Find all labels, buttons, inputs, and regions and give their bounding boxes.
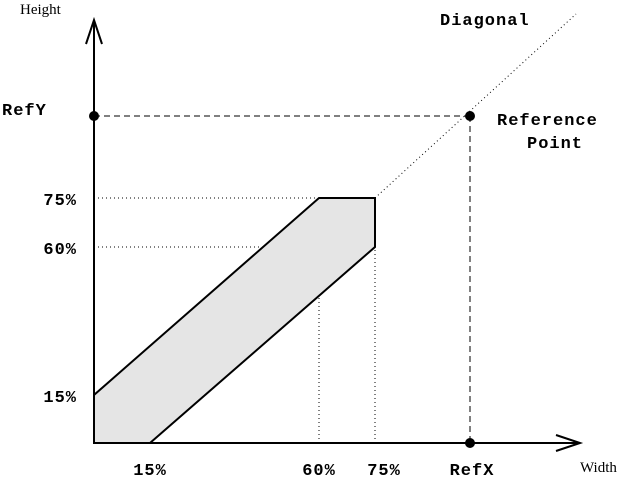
x-tick-label: 15% (133, 462, 167, 480)
y-tick-label: 60% (43, 241, 77, 260)
ref-x-dot (465, 438, 475, 448)
x-tick-label: 60% (302, 462, 336, 480)
x-axis-arrow (555, 434, 584, 452)
y-tick-label: 15% (43, 389, 77, 408)
diagonal-label: Diagonal (440, 12, 530, 31)
y-axis-label: Height (20, 2, 62, 18)
axes (85, 16, 584, 452)
dotted-guides (94, 13, 577, 443)
ref-x-label: RefX (450, 462, 495, 480)
ref-y-label: RefY (2, 102, 47, 121)
reference-point-dot (465, 111, 475, 121)
ref-y-dot (89, 111, 99, 121)
x-axis-label: Width (580, 460, 617, 476)
diagonal-line (374, 13, 577, 199)
reference-label: Point (527, 135, 583, 154)
x-tick-label: 75% (367, 462, 401, 480)
reference-lines (94, 115, 471, 443)
y-tick-label: 75% (43, 192, 77, 211)
reference-label: Reference (497, 112, 598, 131)
y-axis-arrow (85, 16, 103, 45)
